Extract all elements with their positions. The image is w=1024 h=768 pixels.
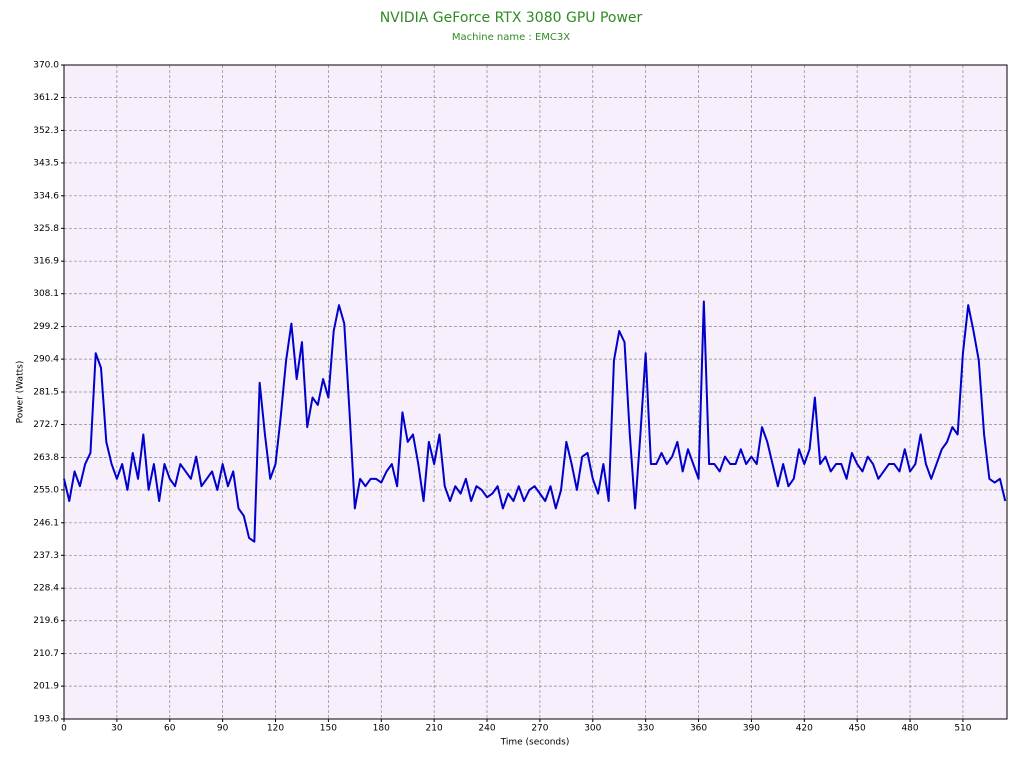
y-tick-label: 272.7 bbox=[33, 420, 59, 430]
y-tick-label: 193.0 bbox=[33, 715, 59, 725]
x-tick-label: 360 bbox=[690, 724, 707, 734]
x-tick-label: 240 bbox=[478, 724, 495, 734]
x-tick-label: 390 bbox=[743, 724, 760, 734]
x-tick-label: 60 bbox=[164, 724, 176, 734]
y-tick-label: 228.4 bbox=[33, 584, 59, 594]
x-tick-label: 330 bbox=[637, 724, 654, 734]
y-tick-label: 219.6 bbox=[33, 616, 59, 626]
y-tick-label: 246.1 bbox=[33, 518, 59, 528]
x-tick-label: 450 bbox=[849, 724, 866, 734]
x-tick-label: 270 bbox=[531, 724, 548, 734]
y-tick-label: 334.6 bbox=[33, 191, 59, 201]
y-tick-label: 308.1 bbox=[33, 289, 59, 299]
y-tick-label: 352.3 bbox=[33, 126, 59, 136]
x-tick-label: 210 bbox=[426, 724, 443, 734]
y-tick-label: 255.0 bbox=[33, 485, 59, 495]
y-tick-label: 210.7 bbox=[33, 649, 59, 659]
y-tick-label: 201.9 bbox=[33, 682, 59, 692]
y-tick-label: 281.5 bbox=[33, 388, 59, 398]
y-tick-label: 325.8 bbox=[33, 224, 59, 234]
y-tick-label: 237.3 bbox=[33, 551, 59, 561]
y-tick-label: 361.2 bbox=[33, 93, 59, 103]
chart-subtitle: Machine name : EMC3X bbox=[452, 32, 570, 43]
x-tick-label: 300 bbox=[584, 724, 601, 734]
x-tick-label: 120 bbox=[267, 724, 284, 734]
chart-title: NVIDIA GeForce RTX 3080 GPU Power bbox=[380, 10, 643, 26]
x-tick-label: 90 bbox=[217, 724, 229, 734]
plot-border bbox=[63, 64, 1008, 720]
y-tick-label: 316.9 bbox=[33, 257, 59, 267]
x-tick-label: 510 bbox=[954, 724, 971, 734]
x-tick-label: 180 bbox=[373, 724, 390, 734]
y-tick-label: 299.2 bbox=[33, 322, 59, 332]
x-tick-label: 0 bbox=[61, 724, 67, 734]
x-axis-label: Time (seconds) bbox=[500, 738, 570, 748]
x-tick-label: 150 bbox=[320, 724, 337, 734]
y-axis-label: Power (Watts) bbox=[16, 361, 26, 424]
y-tick-label: 290.4 bbox=[33, 355, 59, 365]
x-tick-label: 480 bbox=[901, 724, 918, 734]
y-tick-label: 263.8 bbox=[33, 453, 59, 463]
y-tick-label: 370.0 bbox=[33, 61, 59, 71]
x-tick-label: 30 bbox=[111, 724, 123, 734]
y-tick-label: 343.5 bbox=[33, 158, 59, 168]
data-line bbox=[63, 300, 1007, 543]
x-tick-label: 420 bbox=[796, 724, 813, 734]
